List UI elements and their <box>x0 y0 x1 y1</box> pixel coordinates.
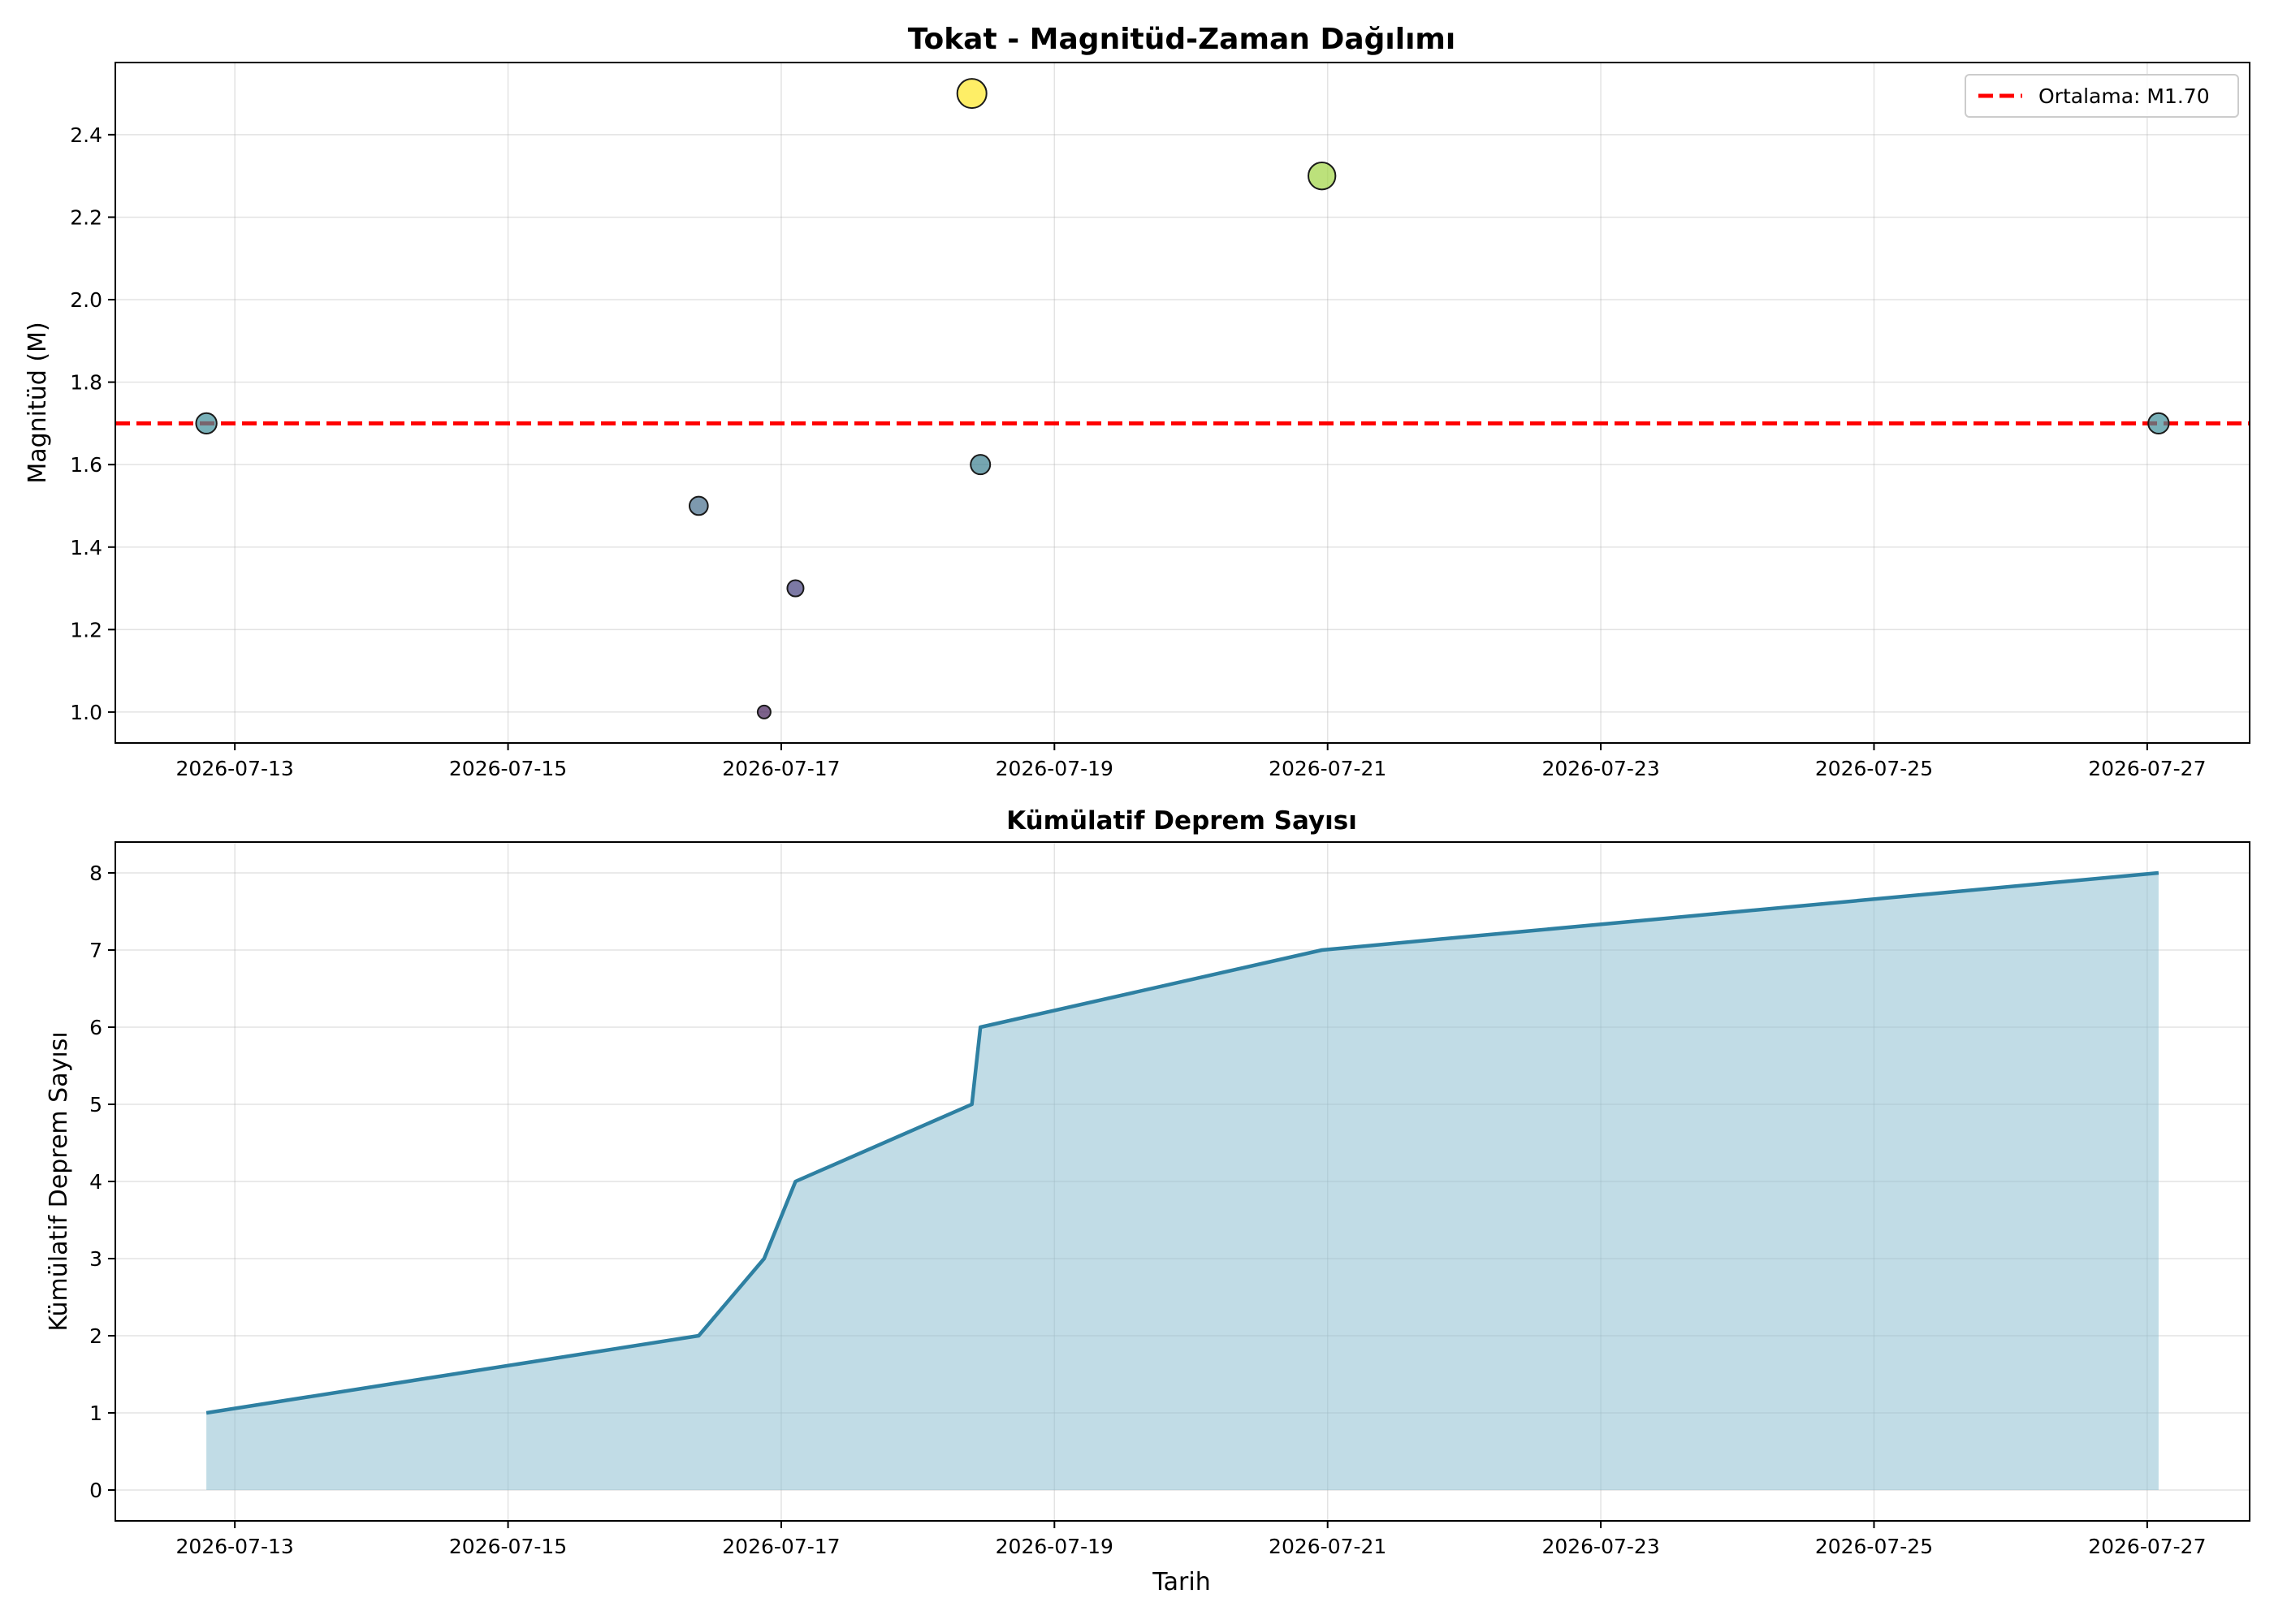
cumulative-x-tick-label: 2026-07-19 <box>996 1535 1113 1558</box>
magnitude-x-ticks: 2026-07-13 2026-07-15 2026-07-17 2026-07-19… <box>176 743 2207 780</box>
cumulative-y-tick-label: 1 <box>89 1402 102 1425</box>
cumulative-y-tick-label: 8 <box>89 862 102 885</box>
magnitude-x-tick-label: 2026-07-27 <box>2088 757 2206 780</box>
cumulative-y-tick-label: 3 <box>89 1247 102 1271</box>
magnitude-grid <box>115 63 2250 743</box>
magnitude-point <box>688 495 709 516</box>
magnitude-y-tick-label: 1.0 <box>70 701 102 724</box>
magnitude-y-ticks: 1.0 1.2 1.4 1.6 1.8 2.0 2.2 2.4 <box>70 123 115 724</box>
magnitude-y-tick-label: 2.2 <box>70 205 102 229</box>
cumulative-x-tick-label: 2026-07-15 <box>449 1535 567 1558</box>
cumulative-y-tick-label: 4 <box>89 1170 102 1194</box>
cumulative-y-tick-label: 2 <box>89 1324 102 1348</box>
magnitude-point <box>970 454 992 476</box>
magnitude-y-tick-label: 1.6 <box>70 453 102 477</box>
cumulative-x-tick-label: 2026-07-23 <box>1541 1535 1659 1558</box>
magnitude-point <box>786 579 805 598</box>
magnitude-x-tick-label: 2026-07-13 <box>176 757 294 780</box>
cumulative-x-tick-label: 2026-07-21 <box>1269 1535 1386 1558</box>
magnitude-legend: Ortalama: M1.70 <box>1965 74 2239 118</box>
cumulative-y-tick-label: 5 <box>89 1093 102 1116</box>
cumulative-y-tick-label: 7 <box>89 939 102 962</box>
magnitude-point <box>756 704 772 719</box>
legend-mean-label: Ortalama: M1.70 <box>2038 84 2210 108</box>
cumulative-area-fill <box>206 873 2159 1490</box>
magnitude-plot-frame <box>115 62 2250 744</box>
cumulative-chart-title: Kümülatif Deprem Sayısı <box>1006 806 1357 836</box>
legend-box <box>1965 74 2239 118</box>
magnitude-panel: Tokat - Magnitüd-Zaman Dağılımı 2026-07-… <box>24 23 2250 780</box>
magnitude-y-tick-label: 1.8 <box>70 371 102 395</box>
magnitude-points <box>195 78 2170 719</box>
cumulative-x-tick-label: 2026-07-17 <box>722 1535 840 1558</box>
magnitude-x-tick-label: 2026-07-25 <box>1815 757 1933 780</box>
cumulative-x-tick-label: 2026-07-25 <box>1815 1535 1933 1558</box>
magnitude-x-tick-label: 2026-07-19 <box>996 757 1113 780</box>
magnitude-x-tick-label: 2026-07-17 <box>722 757 840 780</box>
magnitude-point <box>195 412 218 435</box>
cumulative-plot-frame <box>115 841 2250 1522</box>
magnitude-point <box>956 78 988 110</box>
magnitude-y-tick-label: 1.2 <box>70 618 102 641</box>
magnitude-point <box>2147 412 2170 435</box>
cumulative-y-tick-label: 0 <box>89 1479 102 1502</box>
cumulative-y-axis-label: Kümülatif Deprem Sayısı <box>45 1031 73 1331</box>
magnitude-point <box>1308 162 1337 191</box>
cumulative-x-tick-label: 2026-07-13 <box>176 1535 294 1558</box>
magnitude-y-tick-label: 1.4 <box>70 536 102 559</box>
magnitude-x-tick-label: 2026-07-23 <box>1541 757 1659 780</box>
cumulative-x-axis-label: Tarih <box>1152 1568 1210 1596</box>
cumulative-y-tick-label: 6 <box>89 1016 102 1039</box>
cumulative-y-ticks: 0 1 2 3 4 5 6 7 8 <box>89 862 115 1502</box>
magnitude-y-tick-label: 2.0 <box>70 288 102 312</box>
magnitude-y-tick-label: 2.4 <box>70 123 102 147</box>
magnitude-chart-title: Tokat - Magnitüd-Zaman Dağılımı <box>908 23 1456 56</box>
magnitude-x-tick-label: 2026-07-15 <box>449 757 567 780</box>
cumulative-x-tick-label: 2026-07-27 <box>2088 1535 2206 1558</box>
magnitude-y-axis-label: Magnitüd (M) <box>24 322 52 483</box>
cumulative-line <box>205 870 2159 1415</box>
magnitude-x-tick-label: 2026-07-21 <box>1269 757 1386 780</box>
cumulative-panel: Kümülatif Deprem Sayısı 2026-07-13 2026-0… <box>45 806 2250 1596</box>
cumulative-x-ticks: 2026-07-13 2026-07-15 2026-07-17 2026-07-19… <box>176 1521 2207 1558</box>
